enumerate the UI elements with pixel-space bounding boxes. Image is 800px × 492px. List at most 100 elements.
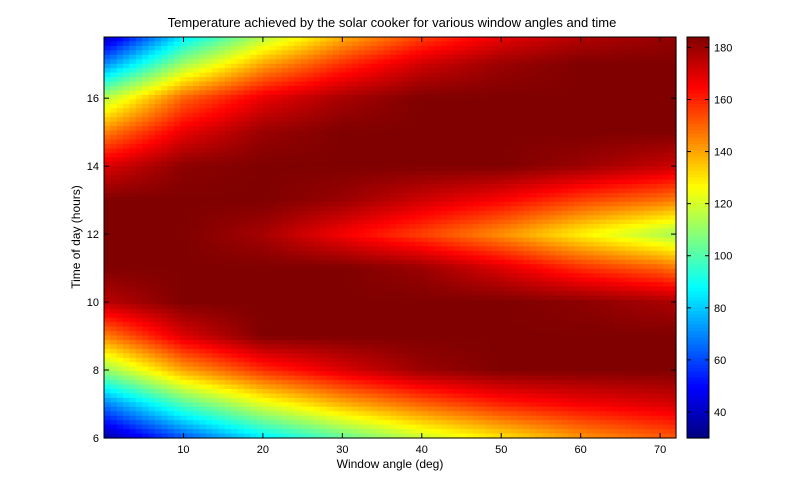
heatmap-cell [529,224,537,230]
heatmap-cell [421,121,429,127]
heatmap-cell [644,197,652,203]
heatmap-cell [485,99,493,105]
heatmap-cell [237,161,245,167]
heatmap-cell [161,68,169,74]
heatmap-cell [269,126,277,132]
heatmap-cell [542,201,550,207]
heatmap-cell [390,143,397,149]
heatmap-cell [199,192,207,198]
heatmap-cell [625,273,633,279]
heatmap-cell [186,277,194,283]
heatmap-cell [421,54,429,60]
heatmap-cell [459,72,467,78]
heatmap-cell [173,233,181,239]
heatmap-cell [167,54,175,60]
heatmap-cell [631,54,639,60]
heatmap-cell [142,126,150,132]
heatmap-cell [396,161,404,167]
heatmap-cell [345,41,353,47]
heatmap-cell [491,197,499,203]
heatmap-cell [326,215,334,221]
heatmap-cell [358,250,366,256]
heatmap-cell [529,108,537,114]
heatmap-cell [466,143,474,149]
heatmap-cell [434,175,442,181]
heatmap-cell [351,103,359,109]
heatmap-cell [466,210,474,216]
heatmap-cell [428,90,436,96]
heatmap-cell [218,152,226,158]
heatmap-cell [409,259,417,265]
heatmap-cell [542,81,550,87]
heatmap-cell [364,54,372,60]
heatmap-cell [262,112,270,118]
heatmap-cell [320,215,328,221]
heatmap-cell [237,45,245,51]
heatmap-cell [123,255,131,261]
heatmap-cell [224,121,232,127]
heatmap-cell [555,233,563,239]
heatmap-cell [428,215,436,221]
heatmap-cell [173,157,181,163]
heatmap-cell [192,255,200,261]
heatmap-cell [358,273,366,279]
heatmap-cell [250,175,258,181]
heatmap-cell [142,259,150,265]
heatmap-cell [129,268,137,274]
heatmap-cell [529,148,537,154]
heatmap-cell [644,86,652,92]
heatmap-cell [447,264,455,270]
heatmap-cell [339,170,347,176]
heatmap-cell [135,54,143,60]
heatmap-cell [567,277,575,283]
heatmap-cell [485,148,493,154]
heatmap-cell [625,59,633,65]
heatmap-cell [212,246,219,252]
heatmap-cell [269,77,277,83]
heatmap-cell [593,126,601,132]
heatmap-cell [269,117,277,123]
heatmap-cell [250,139,258,145]
heatmap-cell [294,282,302,288]
heatmap-cell [415,117,423,123]
heatmap-cell [593,41,601,47]
heatmap-cell [288,241,296,248]
heatmap-cell [313,233,321,239]
heatmap-cell [485,41,493,47]
heatmap-cell [478,201,486,207]
heatmap-cell [612,143,620,149]
heatmap-cell [409,179,417,185]
heatmap-cell [631,255,639,261]
heatmap-cell [243,219,251,225]
heatmap-cell [618,228,626,234]
heatmap-cell [154,268,162,274]
heatmap-cell [351,188,359,194]
heatmap-cell [339,241,347,248]
heatmap-cell [377,157,385,163]
heatmap-cell [345,59,353,65]
heatmap-cell [301,215,308,221]
heatmap-cell [326,117,334,123]
heatmap-cell [631,233,639,239]
heatmap-cell [212,94,219,100]
heatmap-cell [567,237,575,243]
heatmap-cell [587,130,594,136]
heatmap-cell [313,86,321,92]
heatmap-cell [453,130,461,136]
heatmap-cell [364,99,372,105]
heatmap-cell [320,37,328,43]
heatmap-cell [415,219,423,225]
heatmap-cell [542,215,550,221]
heatmap-cell [199,228,207,234]
heatmap-cell [275,72,283,78]
heatmap-cell [358,143,366,149]
heatmap-cell [364,282,372,288]
heatmap-cell [574,179,582,185]
heatmap-cell [243,192,251,198]
heatmap-cell [631,72,639,78]
heatmap-cell [199,94,207,100]
heatmap-cell [370,273,378,279]
heatmap-cell [173,161,181,167]
heatmap-cell [447,68,455,74]
heatmap-cell [459,268,467,274]
